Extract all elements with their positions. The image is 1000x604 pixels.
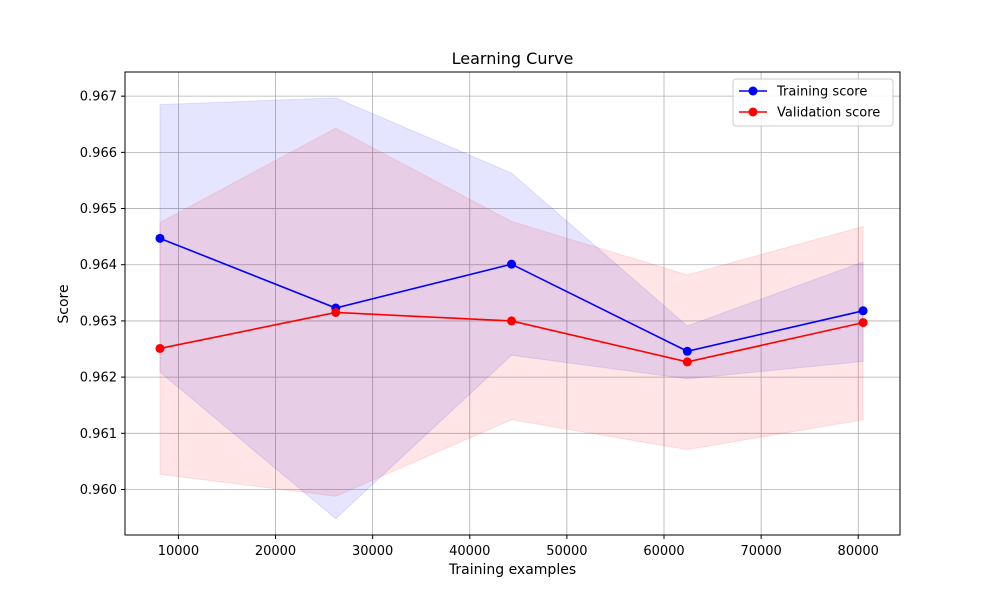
y-tick-label: 0.967 — [80, 90, 117, 105]
confidence-band — [159, 127, 864, 497]
y-tick-label: 0.966 — [80, 146, 117, 161]
x-tick-label: 70000 — [740, 544, 781, 559]
data-point — [858, 306, 868, 316]
legend-marker — [748, 86, 758, 96]
legend-label: Training score — [776, 85, 867, 100]
x-tick-label: 50000 — [546, 544, 587, 559]
data-point — [682, 346, 692, 356]
data-point — [682, 357, 692, 367]
data-point — [155, 343, 165, 353]
data-point — [155, 233, 165, 243]
x-tick-label: 30000 — [352, 544, 393, 559]
legend-box — [732, 78, 894, 127]
x-axis-label: Training examples — [448, 562, 576, 578]
y-tick-label: 0.960 — [80, 483, 117, 498]
y-axis-label: Score — [56, 284, 72, 323]
y-tick-label: 0.962 — [80, 371, 117, 386]
x-tick-label: 10000 — [158, 544, 199, 559]
x-tick-label: 40000 — [449, 544, 490, 559]
plot-area: 10000 20000 30000 40000 50000 60000 70000 80000… — [80, 71, 901, 559]
y-tick-label: 0.965 — [80, 202, 117, 217]
legend: Training score Validation score — [732, 78, 894, 127]
chart-title: Learning Curve — [452, 49, 574, 68]
data-point — [507, 316, 517, 326]
x-tick-label: 60000 — [643, 544, 684, 559]
confidence-band — [159, 97, 864, 520]
y-tick-label: 0.961 — [80, 427, 117, 442]
y-tick-label: 0.964 — [80, 258, 117, 273]
x-tick-label: 20000 — [255, 544, 296, 559]
data-point — [507, 259, 517, 269]
legend-label: Validation score — [777, 106, 880, 121]
data-point — [331, 307, 341, 317]
x-tick-label: 80000 — [838, 544, 879, 559]
data-point — [858, 318, 868, 328]
plot-frame — [124, 71, 901, 536]
legend-marker — [748, 107, 758, 117]
y-tick-label: 0.963 — [80, 314, 117, 329]
